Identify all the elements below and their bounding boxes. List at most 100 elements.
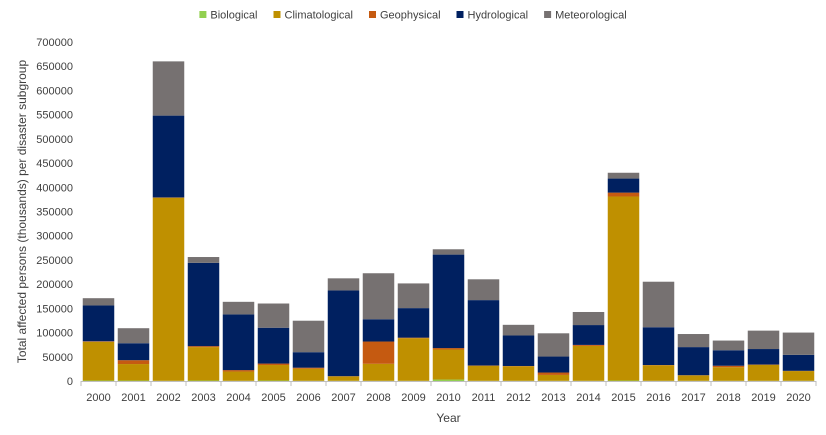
bar-segment-meteorological-2018 bbox=[712, 340, 745, 351]
bar-segment-climatological-2007 bbox=[327, 376, 360, 381]
x-tick-label: 2010 bbox=[436, 392, 460, 404]
bar-segment-meteorological-2000 bbox=[82, 298, 115, 306]
y-tick-label: 200000 bbox=[36, 279, 73, 291]
bar-segment-hydrological-2018 bbox=[712, 350, 745, 366]
bar-segment-meteorological-2005 bbox=[257, 303, 290, 328]
bar-segment-geophysical-2006 bbox=[292, 367, 325, 369]
bar-segment-hydrological-2016 bbox=[642, 327, 675, 366]
legend: Biological Climatological Geophysical Hydro… bbox=[199, 10, 627, 22]
bar-segment-meteorological-2009 bbox=[397, 283, 430, 309]
y-tick-label: 550000 bbox=[36, 110, 73, 122]
y-tick-label: 400000 bbox=[36, 182, 73, 194]
bar-segment-hydrological-2012 bbox=[502, 335, 535, 366]
y-tick-label: 0 bbox=[67, 376, 73, 388]
bar-segment-geophysical-2015 bbox=[607, 192, 640, 197]
y-tick-label: 350000 bbox=[36, 207, 73, 219]
bar-segment-meteorological-2013 bbox=[537, 333, 570, 357]
bar-segment-climatological-2019 bbox=[747, 364, 780, 381]
bar-segment-hydrological-2005 bbox=[257, 327, 290, 364]
bar-segment-meteorological-2016 bbox=[642, 281, 675, 328]
x-tick-label: 2014 bbox=[576, 392, 600, 404]
x-tick-label: 2020 bbox=[786, 392, 810, 404]
x-tick-label: 2000 bbox=[86, 392, 110, 404]
legend-label-hydrological: Hydrological bbox=[468, 10, 529, 22]
x-axis: 2000 2001 2002 2003 2004 2005 2006 2007 2008 2009… bbox=[80, 381, 817, 404]
x-tick-label: 2012 bbox=[506, 392, 530, 404]
y-tick-label: 600000 bbox=[36, 85, 73, 97]
bar-segment-hydrological-2006 bbox=[292, 352, 325, 368]
x-tick-label: 2019 bbox=[751, 392, 775, 404]
bar-segment-meteorological-2006 bbox=[292, 320, 325, 353]
x-tick-label: 2015 bbox=[611, 392, 635, 404]
bar-segment-climatological-2016 bbox=[642, 365, 675, 381]
x-tick-label: 2009 bbox=[401, 392, 425, 404]
bar-segment-meteorological-2002 bbox=[152, 61, 185, 116]
bar-segment-meteorological-2011 bbox=[467, 279, 500, 301]
bar-segment-geophysical-2004 bbox=[222, 370, 255, 372]
bar-segment-meteorological-2001 bbox=[117, 328, 150, 344]
bar-segment-meteorological-2004 bbox=[222, 301, 255, 315]
bar-segment-hydrological-2013 bbox=[537, 356, 570, 373]
bar-segment-climatological-2000 bbox=[82, 341, 115, 381]
legend-swatch-geophysical bbox=[369, 11, 376, 18]
bar-segment-hydrological-2008 bbox=[362, 319, 395, 342]
bar-segment-meteorological-2014 bbox=[572, 311, 605, 326]
y-tick-label: 250000 bbox=[36, 255, 73, 267]
bar-segment-climatological-2017 bbox=[677, 375, 710, 381]
bar-segment-climatological-2015 bbox=[607, 196, 640, 381]
bar-segment-climatological-2018 bbox=[712, 367, 745, 381]
bar-segment-meteorological-2020 bbox=[782, 332, 815, 355]
bar-segment-meteorological-2010 bbox=[432, 249, 465, 255]
bar-segment-hydrological-2007 bbox=[327, 290, 360, 377]
bar-segment-geophysical-2013 bbox=[537, 372, 570, 375]
legend-label-geophysical: Geophysical bbox=[380, 10, 441, 22]
bar-segment-hydrological-2011 bbox=[467, 300, 500, 366]
bar-segment-geophysical-2018 bbox=[712, 365, 745, 368]
x-tick-label: 2001 bbox=[121, 392, 145, 404]
bar-segment-hydrological-2019 bbox=[747, 349, 780, 365]
x-tick-label: 2005 bbox=[261, 392, 285, 404]
bar-segment-geophysical-2010 bbox=[432, 348, 465, 350]
bar-segment-climatological-2013 bbox=[537, 374, 570, 381]
bar-segment-climatological-2005 bbox=[257, 365, 290, 381]
bar-segment-meteorological-2008 bbox=[362, 273, 395, 320]
bar-segment-meteorological-2019 bbox=[747, 330, 780, 350]
bar-segment-hydrological-2014 bbox=[572, 325, 605, 345]
x-tick-label: 2004 bbox=[226, 392, 250, 404]
legend-swatch-hydrological bbox=[456, 11, 464, 18]
y-tick-label: 100000 bbox=[36, 328, 73, 340]
bar-segment-climatological-2004 bbox=[222, 371, 255, 381]
bar-segment-hydrological-2017 bbox=[677, 347, 710, 376]
bar-segment-hydrological-2000 bbox=[82, 305, 115, 342]
bar-segment-climatological-2008 bbox=[362, 363, 395, 381]
x-tick-label: 2008 bbox=[366, 392, 390, 404]
bar-segment-climatological-2006 bbox=[292, 368, 325, 381]
y-tick-label: 50000 bbox=[42, 352, 73, 364]
legend-swatch-meteorological bbox=[544, 11, 552, 18]
y-axis: 0 50000 100000 150000 200000 250000 300000 3500… bbox=[36, 37, 73, 388]
bar-segment-climatological-2012 bbox=[502, 366, 535, 381]
bar-segment-climatological-2011 bbox=[467, 365, 500, 381]
bar-segment-geophysical-2003 bbox=[187, 346, 220, 348]
bar-segment-meteorological-2007 bbox=[327, 278, 360, 291]
x-tick-label: 2016 bbox=[646, 392, 670, 404]
y-tick-label: 450000 bbox=[36, 158, 73, 170]
x-tick-label: 2003 bbox=[191, 392, 215, 404]
bar-segment-geophysical-2008 bbox=[362, 341, 395, 364]
bar-segment-climatological-2001 bbox=[117, 364, 150, 381]
legend-label-climatological: Climatological bbox=[285, 10, 353, 22]
bar-segment-hydrological-2010 bbox=[432, 254, 465, 349]
legend-label-biological: Biological bbox=[210, 10, 257, 22]
x-tick-label: 2017 bbox=[681, 392, 705, 404]
bar-segment-hydrological-2003 bbox=[187, 262, 220, 347]
bar-segment-climatological-2009 bbox=[397, 338, 430, 381]
bar-segment-climatological-2003 bbox=[187, 347, 220, 381]
bar-segment-geophysical-2014 bbox=[572, 344, 605, 346]
legend-label-meteorological: Meteorological bbox=[555, 10, 627, 22]
bar-segment-hydrological-2015 bbox=[607, 178, 640, 193]
y-axis-title: Total affected persons (thousands) per d… bbox=[15, 60, 29, 364]
bar-segment-meteorological-2015 bbox=[607, 172, 640, 179]
y-tick-label: 500000 bbox=[36, 134, 73, 146]
